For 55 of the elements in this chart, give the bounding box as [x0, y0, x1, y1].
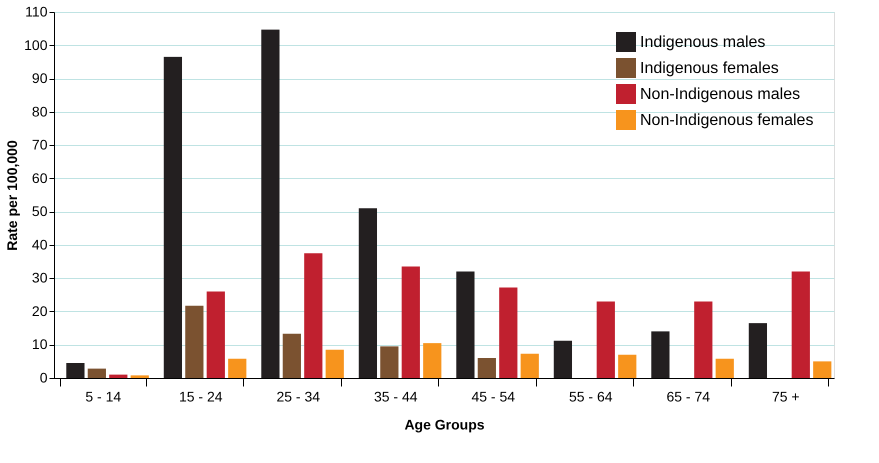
bar: [423, 343, 442, 378]
bar: [206, 291, 225, 378]
bar: [813, 361, 832, 378]
bar: [499, 288, 518, 378]
bar: [228, 358, 246, 378]
x-tick-label: 25 - 34: [276, 388, 320, 404]
bar: [651, 331, 670, 378]
x-tick-label: 65 - 74: [666, 388, 710, 404]
legend-label: Indigenous males: [640, 34, 766, 51]
bar: [358, 208, 378, 378]
bar: [164, 56, 182, 378]
y-tick-label: 10: [32, 336, 48, 352]
bar: [618, 354, 636, 378]
bar: [694, 301, 712, 378]
bar: [109, 374, 128, 378]
x-tick-label: 5 - 14: [85, 388, 122, 404]
y-tick-label: 30: [32, 270, 48, 286]
legend-label: Indigenous females: [640, 60, 779, 77]
bar: [456, 272, 475, 378]
bar: [748, 323, 768, 378]
x-tick-label: 45 - 54: [471, 388, 516, 404]
bar: [478, 358, 496, 378]
x-axis-title: Age Groups: [404, 416, 485, 432]
y-tick-label: 90: [32, 70, 48, 86]
bar: [66, 363, 85, 378]
x-tick-label: 55 - 64: [568, 388, 613, 404]
bar: [326, 350, 344, 378]
bar: [88, 368, 106, 378]
y-tick-label: 50: [32, 203, 48, 220]
y-tick-label: 70: [32, 136, 48, 153]
x-tick-label: 75 +: [772, 388, 800, 404]
y-tick-label: 80: [32, 103, 48, 120]
y-tick-label: 110: [25, 4, 48, 20]
bar: [130, 375, 149, 378]
x-tick-label: 15 - 24: [178, 388, 223, 404]
y-tick-label: 100: [24, 36, 48, 53]
y-tick-label: 60: [32, 170, 48, 186]
y-tick-label: 40: [32, 236, 48, 252]
bar: [282, 334, 301, 378]
bar: [304, 253, 322, 378]
y-tick-label: 0: [40, 370, 48, 386]
bar: [380, 346, 398, 378]
bar: [554, 340, 572, 378]
bar: [792, 272, 810, 378]
legend-label: Non-Indigenous females: [640, 112, 814, 129]
bar: [402, 266, 420, 378]
bar: [261, 30, 280, 378]
bar: [596, 301, 615, 378]
legend-label: Non-Indigenous males: [640, 86, 800, 103]
bar: [185, 306, 204, 378]
y-tick-label: 20: [32, 302, 48, 319]
x-tick-label: 35 - 44: [374, 388, 418, 404]
bar: [716, 358, 734, 378]
y-axis-title: Rate per 100,000: [4, 140, 20, 251]
bar: [520, 354, 539, 378]
